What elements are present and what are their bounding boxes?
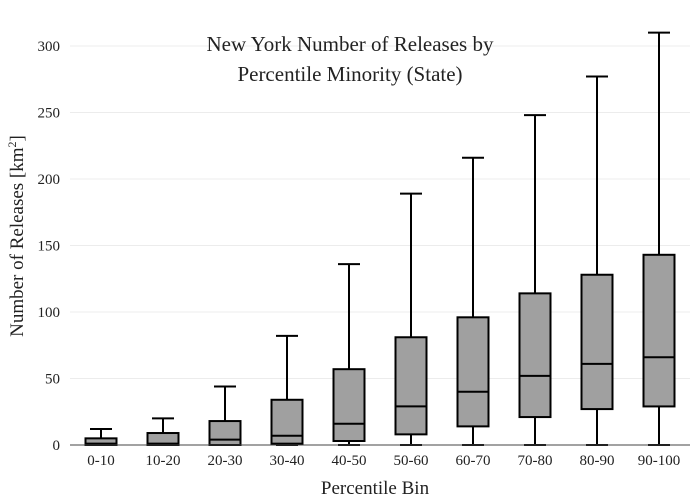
x-tick-label: 70-80 <box>518 453 553 469</box>
box-group-0-10 <box>86 429 117 445</box>
iqr-box <box>582 275 613 409</box>
x-tick-label: 50-60 <box>394 453 429 469</box>
y-tick-label: 250 <box>38 105 61 121</box>
box-group-90-100 <box>644 33 675 445</box>
box-group-30-40 <box>272 336 303 445</box>
x-tick-label: 20-30 <box>208 453 243 469</box>
box-group-20-30 <box>210 386 241 445</box>
y-axis-title: Number of Releases [km2] <box>5 135 28 337</box>
iqr-box <box>458 317 489 426</box>
box-group-10-20 <box>148 418 179 445</box>
y-tick-label: 200 <box>38 172 61 188</box>
x-tick-label: 90-100 <box>638 453 681 469</box>
x-tick-label: 40-50 <box>332 453 367 469</box>
y-axis-title-tail: ] <box>7 135 28 141</box>
y-tick-label: 100 <box>38 305 61 321</box>
x-tick-label: 60-70 <box>456 453 491 469</box>
box-group-50-60 <box>396 194 427 445</box>
x-tick-label: 0-10 <box>87 453 115 469</box>
iqr-box <box>272 400 303 444</box>
iqr-box <box>644 255 675 407</box>
y-tick-label: 150 <box>38 238 61 254</box>
y-tick-label: 0 <box>53 438 61 454</box>
x-tick-label: 80-90 <box>580 453 615 469</box>
box-layer <box>86 33 675 445</box>
y-axis-title-main: Number of Releases [km <box>7 147 28 337</box>
x-tick-label: 10-20 <box>146 453 181 469</box>
iqr-box <box>334 369 365 441</box>
box-group-70-80 <box>520 115 551 445</box>
iqr-box <box>210 421 241 445</box>
box-group-80-90 <box>582 77 613 445</box>
box-group-60-70 <box>458 158 489 445</box>
y-tick-label: 50 <box>45 371 60 387</box>
y-tick-label: 300 <box>38 39 61 55</box>
iqr-box <box>396 337 427 434</box>
x-tick-label: 30-40 <box>270 453 305 469</box>
box-group-40-50 <box>334 264 365 445</box>
chart-title-line-1: New York Number of Releases by <box>207 32 494 56</box>
x-axis-title: Percentile Bin <box>321 478 430 499</box>
iqr-box <box>520 293 551 417</box>
chart-title-line-2: Percentile Minority (State) <box>237 62 462 86</box>
